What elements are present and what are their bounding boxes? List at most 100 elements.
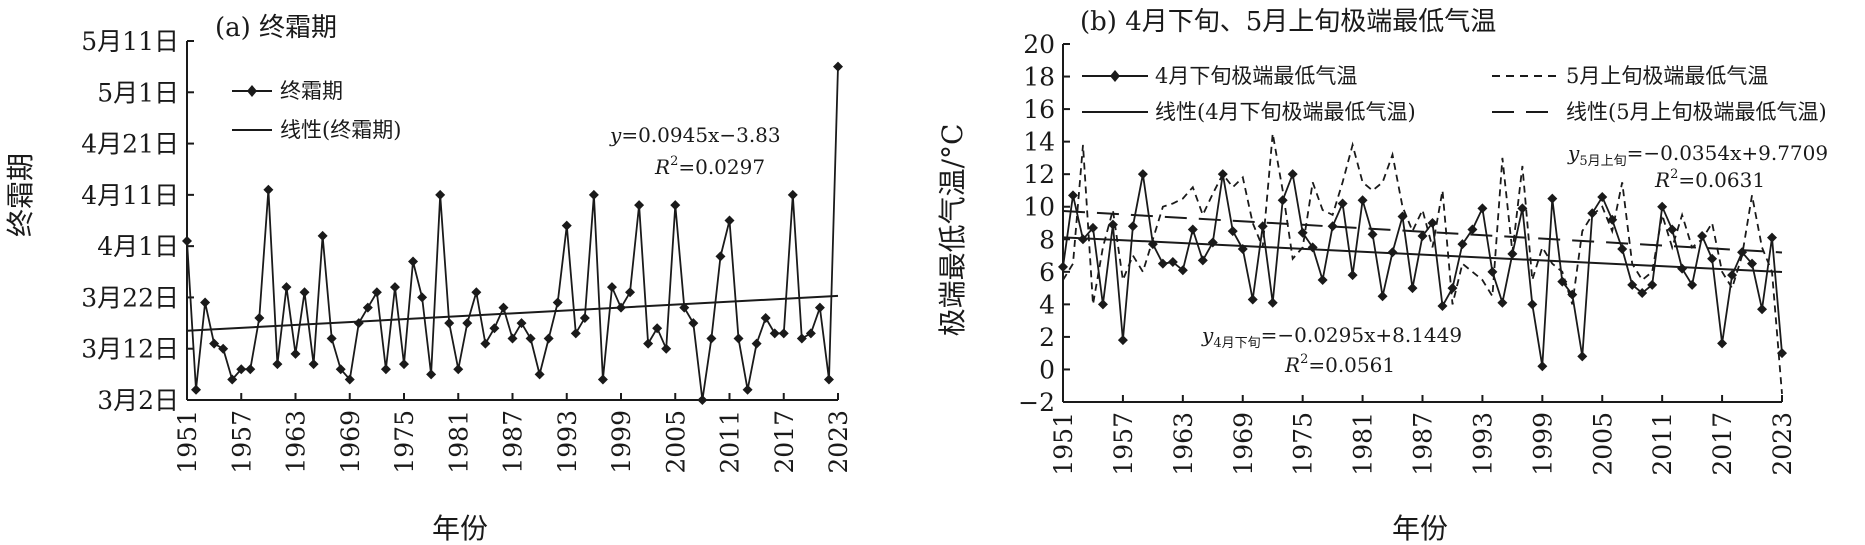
x-tick-label: 2005 — [1588, 412, 1617, 476]
data-point — [326, 333, 337, 344]
legend-label-apr-trend: 线性(4月下旬极端最低气温) — [1155, 100, 1416, 124]
data-point — [814, 302, 825, 313]
data-point — [1527, 299, 1538, 310]
data-point — [1347, 270, 1358, 281]
panel-b-apr-r2: R2=0.0561 — [1284, 352, 1395, 377]
x-tick-label: 1951 — [1049, 412, 1078, 476]
y-tick-label: 10 — [1023, 193, 1055, 222]
data-point — [1257, 221, 1268, 232]
data-point — [1207, 237, 1218, 248]
data-point — [389, 282, 400, 293]
data-point — [1427, 218, 1438, 228]
data-point — [1357, 195, 1368, 206]
data-point — [1337, 198, 1348, 209]
data-point — [254, 312, 265, 323]
data-point — [1117, 335, 1128, 346]
panel-b-xlabel: 年份 — [1392, 512, 1448, 545]
data-point — [191, 384, 202, 395]
y-tick-label: 5月1日 — [97, 78, 179, 107]
y-tick-label: 4月1日 — [97, 232, 179, 261]
x-tick-label: 1957 — [227, 410, 256, 474]
data-point — [1457, 239, 1468, 250]
data-point — [751, 338, 762, 349]
data-point — [706, 333, 717, 344]
data-point — [498, 302, 509, 313]
data-point — [688, 318, 699, 329]
data-point — [643, 338, 654, 349]
data-point — [263, 184, 274, 195]
data-point — [227, 374, 238, 385]
data-point — [552, 297, 563, 308]
data-point — [1087, 222, 1098, 233]
data-point — [1437, 300, 1448, 311]
legend-label-frost: 终霜期 — [280, 79, 343, 103]
panel-a-ylabel: 终霜期 — [4, 153, 37, 237]
data-point — [408, 256, 419, 267]
panel-b-apr-equation: y4月下旬=−0.0295x+8.1449 — [1201, 323, 1462, 351]
y-tick-label: 3月22日 — [81, 283, 179, 312]
y-tick-label: 0 — [1039, 355, 1055, 384]
y-tick-label: −2 — [1018, 388, 1055, 417]
data-point — [1127, 221, 1138, 232]
legend-label-may-trend: 线性(5月上旬极端最低气温) — [1566, 100, 1827, 124]
data-point — [1767, 232, 1778, 243]
data-point — [1537, 361, 1548, 372]
data-point — [1227, 226, 1238, 237]
data-point — [525, 333, 536, 344]
data-point — [1657, 201, 1668, 212]
panel-b-title: (b) 4月下旬、5月上旬极端最低气温 — [1080, 7, 1496, 37]
data-point — [344, 374, 355, 385]
data-point — [833, 61, 843, 72]
data-point — [1667, 224, 1678, 235]
data-point — [1267, 297, 1278, 308]
data-point — [182, 236, 192, 247]
y-tick-label: 3月12日 — [81, 335, 179, 364]
data-point — [1187, 224, 1198, 235]
x-tick-label: 2011 — [1648, 412, 1677, 476]
data-point — [652, 323, 663, 334]
data-point — [1547, 193, 1558, 204]
data-point — [1377, 291, 1388, 302]
x-tick-label: 2017 — [1708, 412, 1737, 476]
data-point — [435, 189, 446, 200]
data-point — [1487, 266, 1498, 277]
panel-a-chart: (a) 终霜期 终霜期 年份 3月2日 3月12日 3月22日 4月1日 4月11日 4月… — [4, 13, 853, 545]
data-point — [1247, 294, 1258, 305]
data-point — [426, 369, 437, 380]
data-point — [606, 282, 617, 293]
y-tick-label: 6 — [1039, 258, 1055, 287]
panel-a-equation: y=0.0945x−3.83 — [609, 123, 781, 147]
data-point — [1107, 219, 1118, 230]
data-point — [1407, 283, 1418, 294]
data-point — [236, 364, 247, 375]
y-tick-label: 20 — [1023, 30, 1055, 59]
x-tick-label: 1987 — [1409, 412, 1438, 476]
data-point — [281, 282, 292, 293]
data-point — [769, 328, 780, 339]
x-tick-label: 1981 — [1349, 412, 1378, 476]
data-point — [588, 189, 599, 200]
data-point — [299, 287, 310, 298]
data-point — [1447, 283, 1458, 294]
y-tick-label: 18 — [1023, 63, 1055, 92]
legend-marker-apr — [1110, 70, 1120, 82]
data-point — [380, 364, 391, 375]
panel-a-title: (a) 终霜期 — [215, 13, 337, 43]
data-point — [1417, 231, 1428, 242]
data-point — [1587, 208, 1598, 219]
data-point — [1647, 279, 1658, 290]
series-line-dashed — [1062, 133, 1783, 394]
data-point — [1687, 279, 1698, 290]
x-tick-label: 1957 — [1109, 412, 1138, 476]
data-point — [697, 395, 708, 405]
data-point — [200, 297, 211, 308]
data-point — [1597, 191, 1608, 202]
x-tick-label: 2011 — [716, 410, 745, 474]
data-point — [823, 374, 834, 385]
trend-line — [1062, 209, 1783, 254]
panel-b-legend: 4月下旬极端最低气温 5月上旬极端最低气温 线性(4月下旬极端最低气温) 线性(… — [1082, 64, 1827, 124]
x-tick-label: 1969 — [336, 410, 365, 474]
x-tick-label: 1963 — [282, 410, 311, 474]
x-tick-label: 1975 — [390, 410, 419, 474]
